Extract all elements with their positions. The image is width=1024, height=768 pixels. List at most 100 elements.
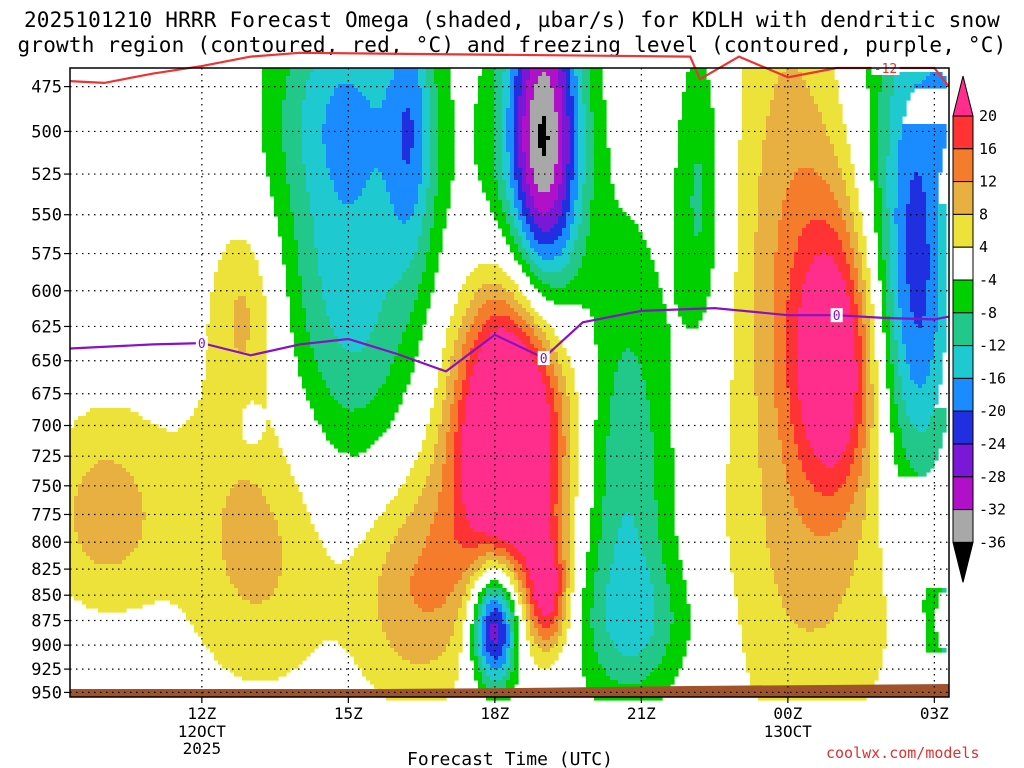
omega-cell [206,376,267,381]
x-tick-date-label: 12OCT [178,722,227,741]
omega-cell [462,384,471,389]
omega-cell [430,140,439,145]
omega-cell [494,84,503,89]
omega-cell [562,500,571,505]
omega-cell [738,596,783,601]
omega-cell [498,220,507,225]
omega-cell [766,116,823,121]
omega-cell [542,372,547,377]
omega-cell [898,236,907,241]
omega-cell [510,640,515,645]
omega-cell [282,552,327,557]
omega-cell [678,156,715,161]
omega-cell [850,276,859,281]
omega-cell [890,416,899,421]
omega-cell [590,548,599,553]
omega-cell [454,380,463,385]
omega-cell [318,364,391,369]
omega-cell [846,224,855,229]
omega-cell [582,612,591,617]
omega-cell [870,456,879,461]
omega-cell [394,360,415,365]
omega-cell [558,220,567,225]
omega-cell [530,624,535,629]
omega-cell [478,168,495,173]
omega-cell [846,180,855,185]
omega-cell [466,404,551,409]
omega-cell [854,568,883,573]
omega-cell [386,96,423,101]
omega-cell [482,284,503,289]
omega-cell [430,132,439,137]
omega-cell [734,580,775,585]
omega-cell [510,164,515,169]
omega-cell [790,492,823,497]
omega-cell [558,620,563,625]
omega-cell [618,368,643,373]
omega-cell [894,292,899,297]
x-tick-date-label: 2025 [183,739,222,758]
omega-cell [862,304,867,309]
omega-cell [502,128,507,133]
omega-cell [510,304,523,309]
omega-cell [282,148,303,153]
omega-cell [138,488,231,493]
omega-cell [366,532,399,537]
omega-cell [594,156,611,161]
omega-cell [870,100,879,105]
omega-cell [566,220,575,225]
omega-cell [314,412,395,417]
omega-cell [590,508,603,513]
omega-cell [526,612,531,617]
omega-cell [302,144,327,149]
omega-cell [462,452,551,457]
omega-cell [906,352,935,357]
omega-cell [526,320,535,325]
omega-cell [390,548,423,553]
omega-cell [474,116,495,121]
omega-cell [462,348,471,353]
omega-cell [558,440,567,445]
omega-cell [778,436,795,441]
omega-cell [458,376,467,381]
omega-cell [646,556,663,561]
omega-cell [210,308,235,313]
omega-cell [422,488,443,493]
omega-cell [686,324,699,329]
omega-cell [518,336,531,341]
omega-cell [562,124,571,129]
omega-cell [594,504,603,509]
omega-cell [554,92,563,97]
omega-cell [566,380,575,385]
omega-cell [758,460,783,465]
omega-cell [702,176,715,181]
omega-cell [798,364,859,369]
omega-cell [322,292,387,297]
omega-cell [182,608,379,613]
omega-cell [882,228,891,233]
omega-cell [606,452,655,457]
omega-cell [798,240,843,245]
omega-cell [878,168,887,173]
omega-cell [446,448,455,453]
omega-cell [70,472,87,477]
omega-cell [570,224,579,229]
omega-cell [290,304,303,309]
omega-cell [842,596,887,601]
omega-cell [906,264,931,269]
omega-cell [606,476,655,481]
omega-cell [570,464,579,469]
omega-cell [786,356,799,361]
omega-cell [418,500,439,505]
omega-cell [82,480,135,485]
omega-cell [462,448,551,453]
omega-cell [530,640,535,645]
omega-cell [502,204,511,209]
omega-cell [618,532,639,537]
omega-cell [594,320,667,325]
omega-cell [726,508,763,513]
omega-cell [290,296,303,301]
omega-cell [534,588,559,593]
omega-cell [314,220,403,225]
omega-cell [858,276,863,281]
